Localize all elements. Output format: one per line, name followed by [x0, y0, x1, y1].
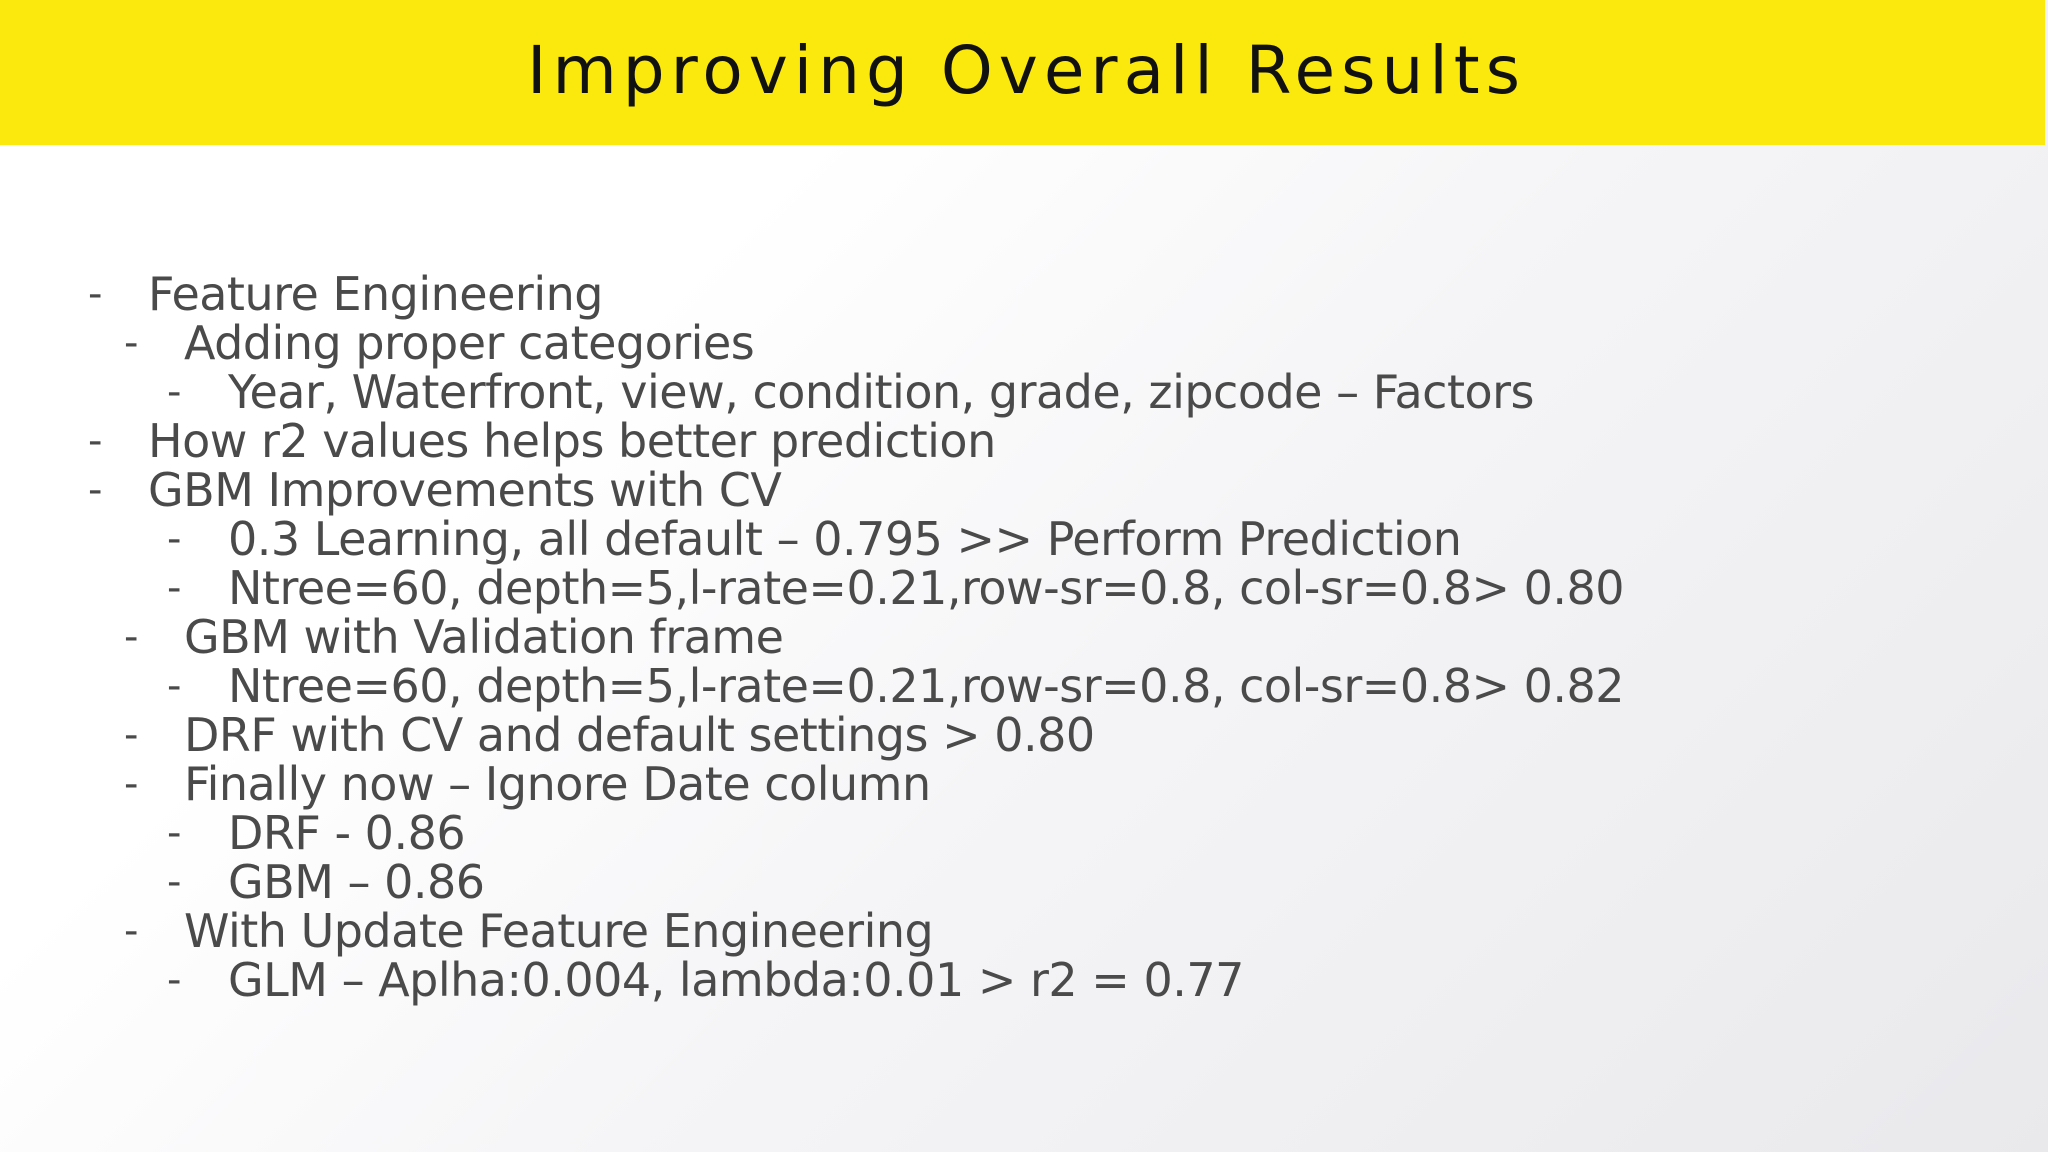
title-bar: Improving Overall Results — [0, 0, 2045, 145]
list-item-text: DRF with CV and default settings > 0.80 — [184, 708, 1095, 762]
bullet-marker: - — [167, 859, 182, 905]
bullet-marker: - — [88, 271, 103, 317]
list-item-text: With Update Feature Engineering — [184, 904, 934, 958]
list-item-text: Year, Waterfront, view, condition, grade… — [228, 365, 1535, 419]
list-item-text: GBM Improvements with CV — [148, 463, 782, 517]
bullet-marker: - — [167, 663, 182, 709]
list-item-text: DRF - 0.86 — [228, 806, 466, 860]
list-item-text: How r2 values helps better prediction — [148, 414, 996, 468]
bullet-marker: - — [124, 761, 139, 807]
list-item-text: Feature Engineering — [148, 267, 603, 321]
bullet-marker: - — [167, 516, 182, 562]
slide-title: Improving Overall Results — [527, 32, 1526, 109]
bullet-marker: - — [88, 467, 103, 513]
list-item-text: Finally now – Ignore Date column — [184, 757, 931, 811]
list-item-text: GBM with Validation frame — [184, 610, 784, 664]
list-item-text: GBM – 0.86 — [228, 855, 485, 909]
bullet-marker: - — [124, 614, 139, 660]
bullet-marker: - — [167, 565, 182, 611]
list-item-text: Adding proper categories — [184, 316, 755, 370]
list-item-text: GLM – Aplha:0.004, lambda:0.01 > r2 = 0.… — [228, 953, 1244, 1007]
list-item-text: Ntree=60, depth=5,l-rate=0.21,row-sr=0.8… — [228, 561, 1625, 615]
list-item-text: 0.3 Learning, all default – 0.795 >> Per… — [228, 512, 1462, 566]
bullet-marker: - — [167, 369, 182, 415]
list-item-text: Ntree=60, depth=5,l-rate=0.21,row-sr=0.8… — [228, 659, 1625, 713]
bullet-marker: - — [167, 957, 182, 1003]
bullet-marker: - — [124, 908, 139, 954]
bullet-marker: - — [124, 712, 139, 758]
bullet-marker: - — [88, 418, 103, 464]
bullet-marker: - — [167, 810, 182, 856]
bullet-marker: - — [124, 320, 139, 366]
